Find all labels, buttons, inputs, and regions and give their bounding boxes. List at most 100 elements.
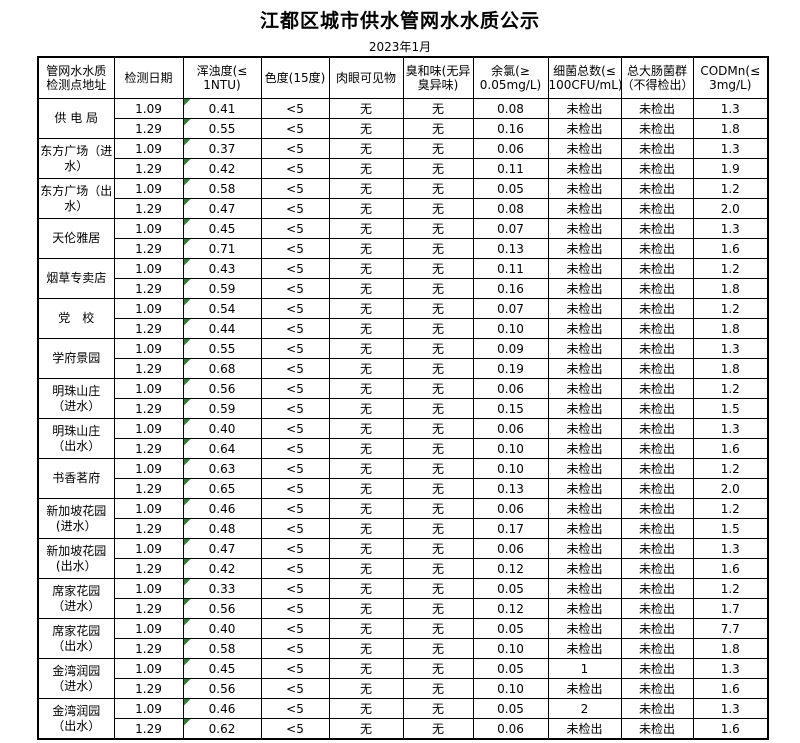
bacteria-count-cell: 未检出 [547, 398, 622, 419]
turbidity-cell: 0.45 [182, 218, 262, 239]
turbidity-value: 0.56 [208, 681, 236, 696]
turbidity-value: 0.40 [208, 421, 236, 436]
table-row: 席家花园 （进水） 1.09 0.33 <5 无无 0.05 未检出 未检出 1.2 [37, 578, 769, 619]
color-cell: <5 [260, 338, 330, 359]
turbidity-value: 0.68 [208, 361, 236, 376]
odor-cell: 无 [402, 698, 474, 719]
turbidity-value: 0.47 [208, 541, 236, 556]
codmn-cell: 2.0 [692, 478, 769, 499]
codmn-cell: 1.3 [692, 218, 769, 239]
turbidity-cell: 0.58 [182, 178, 262, 199]
green-triangle-icon [184, 559, 191, 566]
coliform-cell: 未检出 [620, 378, 694, 399]
chlorine-cell: 0.17 [472, 518, 549, 539]
visible-matter-cell: 无 [328, 98, 404, 119]
color-cell: <5 [260, 178, 330, 199]
header-row: 管网水水质 检测点地址 检测日期 浑浊度(≤ 1NTU) 色度(15度) 肉眼可见物 臭和… [37, 56, 769, 99]
bacteria-count-cell: 未检出 [547, 458, 622, 479]
coliform-cell: 未检出 [620, 238, 694, 259]
green-triangle-icon [184, 239, 191, 246]
turbidity-value: 0.65 [208, 481, 236, 496]
coliform-cell: 未检出 [620, 158, 694, 179]
visible-matter-cell: 无 [328, 358, 404, 379]
green-triangle-icon [184, 279, 191, 286]
coliform-cell: 未检出 [620, 438, 694, 459]
bacteria-count-cell: 未检出 [547, 438, 622, 459]
coliform-cell: 未检出 [620, 118, 694, 139]
color-cell: <5 [260, 598, 330, 619]
codmn-cell: 1.3 [692, 418, 769, 439]
turbidity-value: 0.33 [208, 581, 236, 596]
color-cell: <5 [260, 718, 330, 740]
turbidity-cell: 0.33 [182, 578, 262, 599]
green-triangle-icon [184, 199, 191, 206]
chlorine-cell: 0.08 [472, 198, 549, 219]
codmn-cell: 1.2 [692, 178, 769, 199]
coliform-cell: 未检出 [620, 138, 694, 159]
date-cell: 1.29 [113, 158, 184, 179]
odor-cell: 无 [402, 178, 474, 199]
bacteria-count-cell: 未检出 [547, 538, 622, 559]
column-header-7: 细菌总数(≤ 100CFU/mL) [547, 56, 622, 99]
location-cell: 天伦雅居 [37, 218, 115, 259]
date-cell: 1.29 [113, 278, 184, 299]
codmn-cell: 1.3 [692, 698, 769, 719]
date-cell: 1.09 [113, 98, 184, 119]
visible-matter-cell: 无 [328, 178, 404, 199]
column-header-2: 浑浊度(≤ 1NTU) [182, 56, 262, 99]
visible-matter-cell: 无 [328, 238, 404, 259]
turbidity-cell: 0.56 [182, 678, 262, 699]
turbidity-cell: 0.48 [182, 518, 262, 539]
odor-cell: 无 [402, 158, 474, 179]
odor-cell: 无 [402, 318, 474, 339]
date-cell: 1.09 [113, 378, 184, 399]
location-cell: 书香茗府 [37, 458, 115, 499]
codmn-cell: 1.2 [692, 458, 769, 479]
turbidity-value: 0.47 [208, 201, 236, 216]
turbidity-value: 0.45 [208, 661, 236, 676]
turbidity-cell: 0.71 [182, 238, 262, 259]
turbidity-cell: 0.41 [182, 98, 262, 119]
coliform-cell: 未检出 [620, 478, 694, 499]
turbidity-cell: 0.62 [182, 718, 262, 740]
date-cell: 1.09 [113, 258, 184, 279]
odor-cell: 无 [402, 218, 474, 239]
green-triangle-icon [184, 339, 191, 346]
visible-matter-cell: 无 [328, 478, 404, 499]
turbidity-cell: 0.47 [182, 198, 262, 219]
location-cell: 席家花园 （出水） [37, 618, 115, 659]
color-cell: <5 [260, 418, 330, 439]
green-triangle-icon [184, 619, 191, 626]
date-cell: 1.09 [113, 658, 184, 679]
date-cell: 1.29 [113, 478, 184, 499]
color-cell: <5 [260, 638, 330, 659]
codmn-cell: 1.2 [692, 378, 769, 399]
table-row: 学府景园 1.09 0.55 <5 无无 0.09 未检出 未检出 1.3 [37, 338, 769, 379]
color-cell: <5 [260, 118, 330, 139]
visible-matter-cell: 无 [328, 318, 404, 339]
turbidity-value: 0.41 [208, 101, 236, 116]
turbidity-cell: 0.56 [182, 598, 262, 619]
visible-matter-cell: 无 [328, 598, 404, 619]
date-cell: 1.09 [113, 578, 184, 599]
column-header-4: 肉眼可见物 [328, 56, 404, 99]
date-cell: 1.29 [113, 718, 184, 740]
odor-cell: 无 [402, 718, 474, 740]
location-cell: 新加坡花园 (进水） [37, 498, 115, 539]
chlorine-cell: 0.10 [472, 438, 549, 459]
table-row: 金湾润园 （进水） 1.09 0.45 <5 无无 0.05 1 未检出 1.3 [37, 658, 769, 699]
table-row: 供 电 局 1.09 0.41 <5 无无 0.08 未检出 未检出 1.3 [37, 98, 769, 139]
chlorine-cell: 0.06 [472, 498, 549, 519]
bacteria-count-cell: 未检出 [547, 558, 622, 579]
bacteria-count-cell: 未检出 [547, 618, 622, 639]
turbidity-value: 0.63 [208, 461, 236, 476]
turbidity-value: 0.58 [208, 641, 236, 656]
turbidity-cell: 0.44 [182, 318, 262, 339]
turbidity-cell: 0.64 [182, 438, 262, 459]
odor-cell: 无 [402, 558, 474, 579]
location-cell: 明珠山庄 （出水） [37, 418, 115, 459]
bacteria-count-cell: 未检出 [547, 218, 622, 239]
bacteria-count-cell: 未检出 [547, 418, 622, 439]
bacteria-count-cell: 未检出 [547, 278, 622, 299]
coliform-cell: 未检出 [620, 278, 694, 299]
